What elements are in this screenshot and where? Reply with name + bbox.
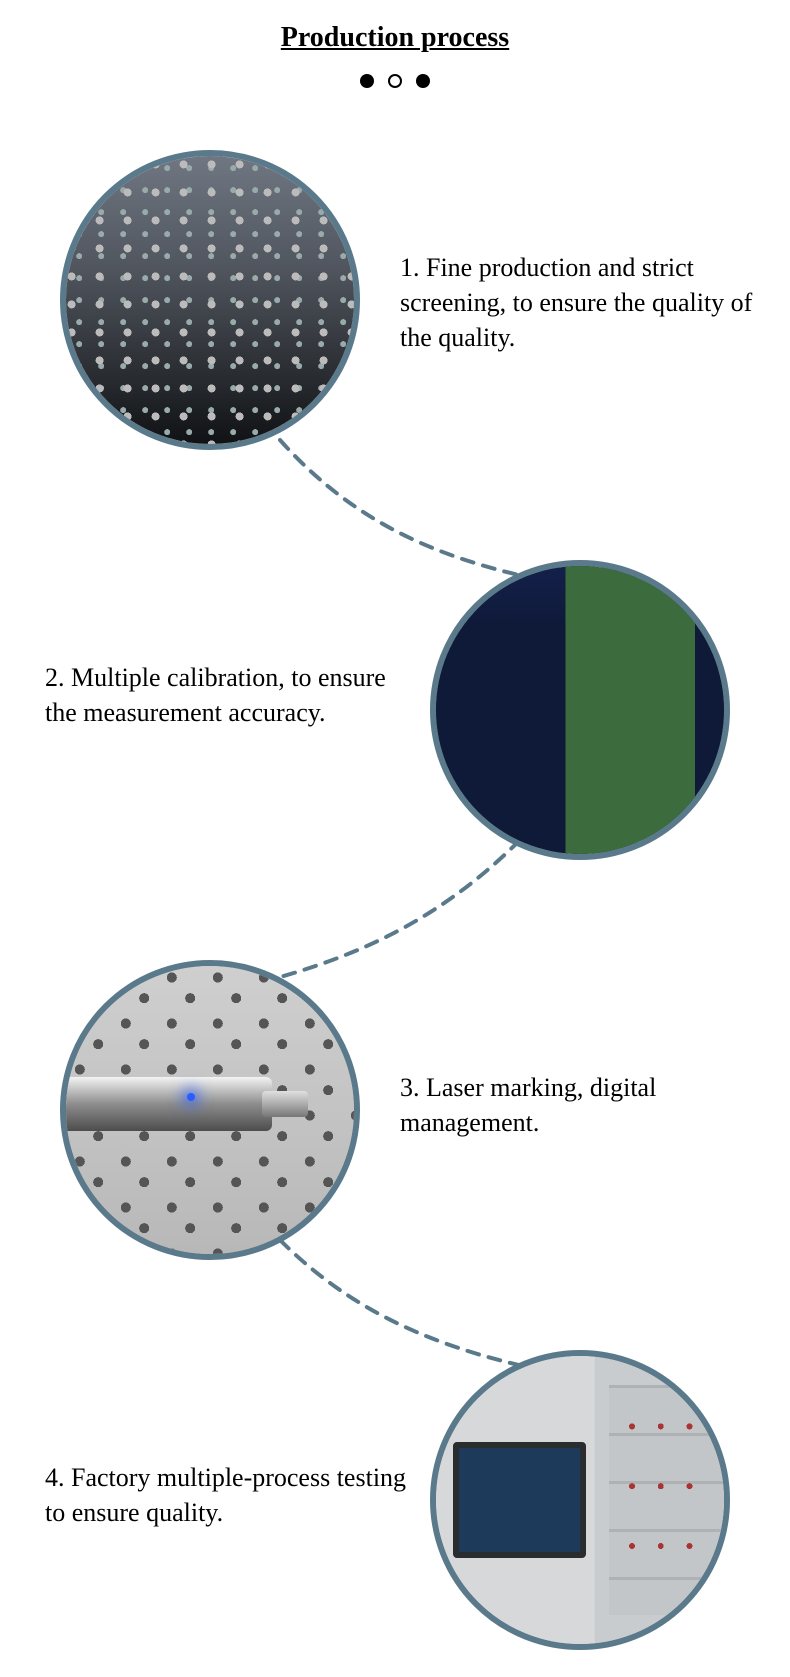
step-4-text: 4. Factory multiple-process testing to e… xyxy=(45,1460,415,1530)
step-2-text: 2. Multiple calibration, to ensure the m… xyxy=(45,660,405,730)
testing-rack-icon xyxy=(436,1356,724,1644)
step-4-image xyxy=(430,1350,730,1650)
laser-marking-icon xyxy=(66,966,354,1254)
page-title: Production process xyxy=(0,22,790,54)
step-2-image xyxy=(430,560,730,860)
dot-icon xyxy=(416,74,430,88)
dot-icon xyxy=(360,74,374,88)
step-1-text: 1. Fine production and strict screening,… xyxy=(400,250,760,355)
step-3-text: 3. Laser marking, digital management. xyxy=(400,1070,740,1140)
connector-path xyxy=(270,840,520,980)
decorative-dots xyxy=(0,74,790,93)
infographic-container: Production process 1. Fine production an… xyxy=(0,0,790,1677)
step-3-image xyxy=(60,960,360,1260)
connector-path xyxy=(280,440,540,580)
connector-path xyxy=(280,1240,540,1370)
calibration-workbench-icon xyxy=(436,566,724,854)
step-1-image xyxy=(60,150,360,450)
dot-icon xyxy=(388,74,402,88)
production-floor-icon xyxy=(66,156,354,444)
